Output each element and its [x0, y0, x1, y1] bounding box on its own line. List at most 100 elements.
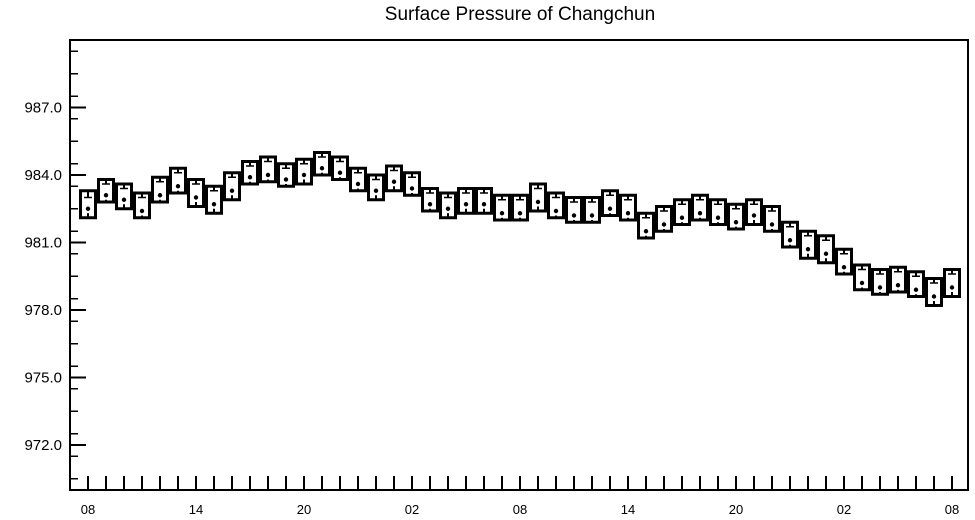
box-median-point [805, 247, 811, 252]
box-median-point [373, 188, 379, 193]
data-box [151, 175, 169, 204]
x-tick-label: 20 [729, 502, 743, 517]
data-box [295, 157, 313, 186]
x-tick-label: 14 [189, 502, 203, 517]
box-median-point [607, 206, 613, 211]
box-median-point [175, 184, 181, 189]
data-box [871, 268, 889, 296]
data-box [637, 211, 655, 240]
data-box [277, 162, 295, 188]
box-median-point [355, 181, 361, 187]
y-axis: 972.0 975.0 978.0 981.0 984.0 987.0 [24, 50, 86, 480]
data-box [565, 196, 583, 224]
series-boxes [79, 151, 961, 307]
y-tick-label: 975.0 [24, 370, 62, 387]
chart-title: Surface Pressure of Changchun [384, 4, 656, 25]
x-tick-label: 02 [837, 502, 851, 517]
box-median-point [211, 202, 217, 207]
data-box [259, 155, 277, 184]
box-median-point [481, 202, 487, 207]
box-median-point [247, 175, 253, 180]
y-tick-label: 981.0 [24, 235, 62, 252]
data-box [169, 166, 187, 195]
box-median-point [409, 186, 415, 191]
data-box [943, 268, 961, 298]
data-box [349, 166, 367, 193]
y-tick-label: 984.0 [24, 167, 62, 184]
data-box [367, 173, 385, 202]
data-box [475, 187, 493, 215]
box-median-point [589, 213, 595, 218]
box-median-point [157, 193, 163, 198]
data-box [799, 229, 817, 260]
box-median-point [463, 202, 469, 207]
data-box [115, 182, 133, 211]
box-median-point [283, 177, 289, 182]
data-box [133, 191, 151, 220]
box-median-point [751, 213, 757, 218]
data-box [601, 189, 619, 217]
box-median-point [769, 222, 775, 227]
y-tick-label: 978.0 [24, 302, 62, 319]
box-median-point [571, 213, 577, 218]
x-tick-label: 02 [405, 502, 419, 517]
plot-frame [69, 39, 969, 491]
data-box [79, 189, 97, 220]
box-median-point [535, 199, 541, 205]
box-median-point [877, 285, 883, 290]
data-box [331, 155, 349, 181]
data-box [439, 191, 457, 220]
data-box [763, 205, 781, 233]
box-median-point [103, 193, 109, 198]
x-tick-label: 20 [297, 502, 311, 517]
box-median-point [553, 208, 559, 214]
data-box [241, 160, 259, 186]
box-median-point [319, 166, 325, 171]
x-tick-label: 08 [81, 502, 95, 517]
data-box [511, 193, 529, 222]
box-median-point [625, 211, 631, 216]
data-box [493, 193, 511, 222]
data-box [403, 171, 421, 197]
data-box [187, 178, 205, 208]
box-median-point [823, 251, 829, 256]
box-median-point [445, 206, 451, 211]
box-median-point [193, 195, 199, 200]
x-axis: 08 14 20 02 08 14 20 02 08 [81, 476, 959, 517]
data-box [691, 193, 709, 222]
box-median-point [643, 229, 649, 234]
box-median-point [679, 215, 685, 220]
data-box [907, 270, 925, 298]
x-tick-label: 08 [945, 502, 959, 517]
box-median-point [697, 211, 703, 216]
data-box [457, 187, 475, 215]
box-median-point [715, 215, 721, 220]
box-median-point [787, 238, 793, 243]
box-median-point [391, 179, 397, 184]
data-box [673, 198, 691, 226]
data-box [781, 220, 799, 249]
data-box [925, 277, 943, 307]
y-tick-label: 972.0 [24, 437, 62, 454]
data-box [385, 164, 403, 193]
box-median-point [733, 220, 739, 225]
box-median-point [517, 211, 523, 216]
box-median-point [895, 283, 901, 288]
data-box [547, 191, 565, 220]
box-median-point [427, 202, 433, 207]
data-box [205, 184, 223, 215]
box-median-point [841, 265, 847, 270]
data-box [313, 151, 331, 177]
box-median-point [85, 206, 91, 211]
data-box [583, 196, 601, 224]
data-box [745, 198, 763, 226]
x-tick-label: 14 [621, 502, 635, 517]
box-median-point [913, 287, 919, 292]
box-median-point [229, 188, 235, 193]
box-median-point [265, 172, 271, 178]
box-median-point [121, 197, 127, 202]
data-box [853, 263, 871, 292]
data-box [889, 265, 907, 294]
data-box [817, 234, 835, 265]
